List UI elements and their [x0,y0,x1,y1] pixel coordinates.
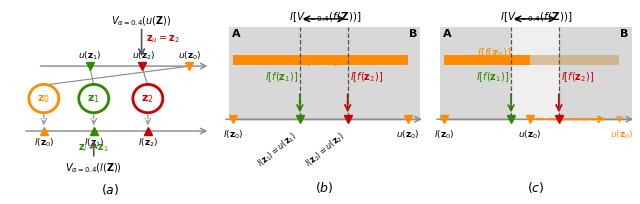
Text: A: A [232,29,241,38]
Text: $\mathbf{z}_0$: $\mathbf{z}_0$ [37,93,51,105]
Text: $l(\mathbf{z}_0)$: $l(\mathbf{z}_0)$ [435,128,454,140]
Text: $I[V_{\alpha=0.4}(f(\mathbf{Z}))]$: $I[V_{\alpha=0.4}(f(\mathbf{Z}))]$ [289,10,361,24]
Text: A: A [444,29,452,38]
Text: $l(\mathbf{z}_2)$: $l(\mathbf{z}_2)$ [138,136,158,149]
Bar [233,56,408,66]
Text: $I[V_{\alpha=0.4}(f(\mathbf{Z}))]$: $I[V_{\alpha=0.4}(f(\mathbf{Z}))]$ [500,10,572,24]
Text: $I[f(\mathbf{z}_2)]$: $I[f(\mathbf{z}_2)]$ [349,70,383,83]
Text: $I[f(\mathbf{z}_0)]$: $I[f(\mathbf{z}_0)]$ [477,46,512,60]
Bar [530,56,620,66]
Text: $(a)$: $(a)$ [101,181,120,196]
Text: $I[f(\mathbf{z}_2)]$: $I[f(\mathbf{z}_2)]$ [561,70,594,83]
Text: $l(\mathbf{z}_0)$: $l(\mathbf{z}_0)$ [34,136,54,149]
Text: $u(\mathbf{z}_0)$: $u(\mathbf{z}_0)$ [518,128,541,140]
Text: $V_{\alpha=0.4}(l(\mathbf{Z}))$: $V_{\alpha=0.4}(l(\mathbf{Z}))$ [65,161,122,174]
Text: $l(\mathbf{z}_2) = u(\mathbf{z}_2)$: $l(\mathbf{z}_2) = u(\mathbf{z}_2)$ [303,129,348,170]
Text: $l(\mathbf{z}_1) = u(\mathbf{z}_1)$: $l(\mathbf{z}_1) = u(\mathbf{z}_1)$ [255,129,300,170]
Text: $u(\mathbf{z}_0)$: $u(\mathbf{z}_0)$ [178,49,201,62]
Text: B: B [620,29,628,38]
Text: $l(\mathbf{z}_0)$: $l(\mathbf{z}_0)$ [223,128,243,140]
Text: $(b)$: $(b)$ [316,179,334,194]
Text: $(c)$: $(c)$ [527,179,545,194]
Text: $I[f(\mathbf{z}_1)]$: $I[f(\mathbf{z}_1)]$ [476,70,509,83]
Text: $l(\mathbf{z}_1)$: $l(\mathbf{z}_1)$ [84,136,104,149]
Text: $\mathbf{z}_l = \mathbf{z}_1$: $\mathbf{z}_l = \mathbf{z}_1$ [78,141,109,153]
Text: $u(\mathbf{z}_2)$: $u(\mathbf{z}_2)$ [132,49,156,62]
Text: $u(\mathbf{z}_1)$: $u(\mathbf{z}_1)$ [78,49,101,62]
Text: $\mathbf{z}_1$: $\mathbf{z}_1$ [87,93,100,105]
Bar [445,56,530,66]
Text: $I[f(\mathbf{z}_1)]$: $I[f(\mathbf{z}_1)]$ [264,70,298,83]
Text: $u(\mathbf{z}_0)$: $u(\mathbf{z}_0)$ [396,128,420,140]
Bar [440,28,632,122]
Text: $I[f(\mathbf{z}_0)]$: $I[f(\mathbf{z}_0)]$ [303,54,338,68]
Bar [229,28,420,122]
Text: $V_{\alpha=0.4}(u(\mathbf{Z}))$: $V_{\alpha=0.4}(u(\mathbf{Z}))$ [111,14,172,27]
Text: $\mathbf{z}_u = \mathbf{z}_2$: $\mathbf{z}_u = \mathbf{z}_2$ [146,33,179,45]
Text: B: B [409,29,417,38]
Text: $u(\mathbf{z}_0)$: $u(\mathbf{z}_0)$ [609,128,633,140]
Text: $\mathbf{z}_2$: $\mathbf{z}_2$ [141,93,154,105]
Bar [511,28,559,122]
